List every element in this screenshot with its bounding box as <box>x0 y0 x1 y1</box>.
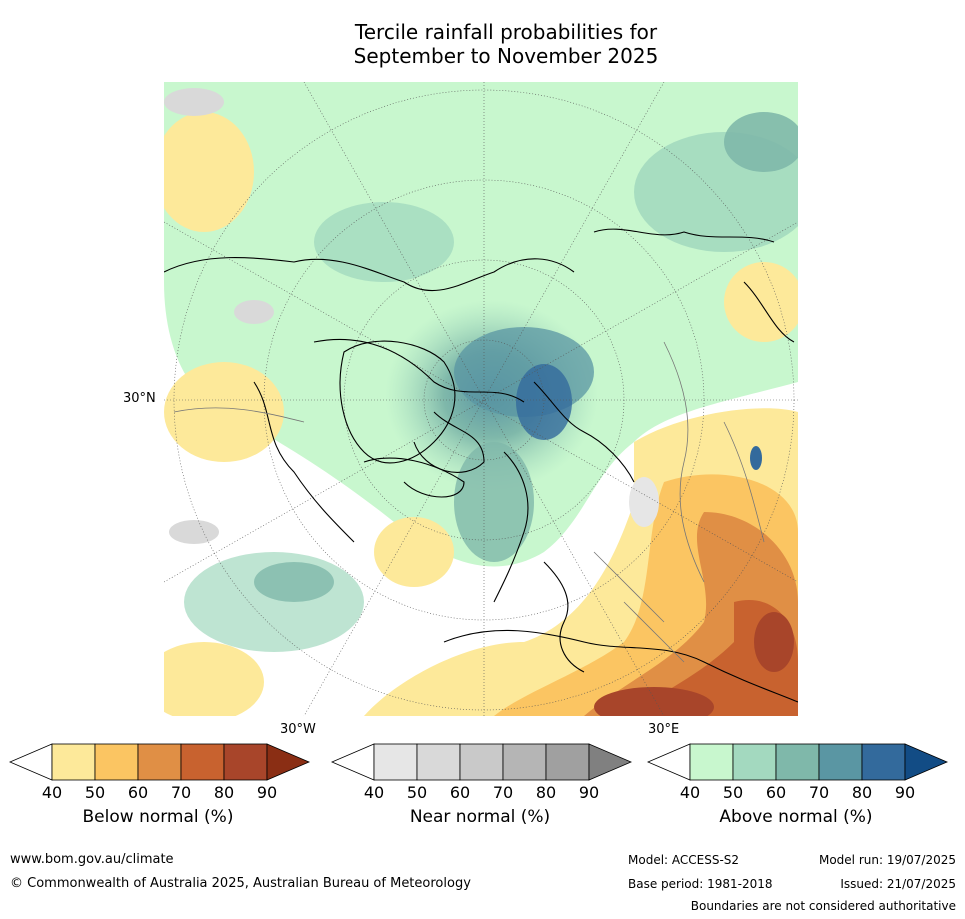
colorbar-swatch <box>459 743 504 781</box>
lon-label-30e: 30°E <box>648 722 680 737</box>
colorbar-swatch-high <box>904 743 948 781</box>
colorbar-above-title: Above normal (%) <box>719 807 873 827</box>
colorbar-swatch-low <box>646 743 691 781</box>
colorbar-near-tick: 50 <box>406 783 428 802</box>
colorbar-below-tick: 90 <box>256 783 278 802</box>
colorbar-near-tick: 40 <box>363 783 385 802</box>
colorbar-below-tick: 70 <box>170 783 192 802</box>
colorbar-above-swatches <box>646 743 948 781</box>
issued-text: Issued: 21/07/2025 <box>840 877 956 891</box>
colorbar-swatch-high <box>588 743 632 781</box>
colorbar-above-tick: 90 <box>894 783 916 802</box>
lat-label-30n: 30°N <box>123 391 156 406</box>
colorbar-swatch <box>223 743 268 781</box>
model-run-text: Model run: 19/07/2025 <box>818 853 956 867</box>
colorbar-swatch <box>732 743 777 781</box>
colorbar-below-tick: 50 <box>84 783 106 802</box>
map-canvas <box>164 82 798 716</box>
colorbar-above-tick: 40 <box>679 783 701 802</box>
colorbar-below-tick: 40 <box>41 783 63 802</box>
colorbar-swatch <box>416 743 461 781</box>
colorbar-near-normal: 40 50 60 70 80 90 Near normal (%) <box>330 743 632 853</box>
colorbar-above-tick: 70 <box>808 783 830 802</box>
colorbar-above-tick: 80 <box>851 783 873 802</box>
copyright-text: © Commonwealth of Australia 2025, Austra… <box>10 876 471 891</box>
colorbar-above-tick: 50 <box>722 783 744 802</box>
colorbar-below-title: Below normal (%) <box>82 807 234 827</box>
colorbar-swatch <box>94 743 139 781</box>
website-link[interactable]: www.bom.gov.au/climate <box>10 852 174 867</box>
colorbar-swatch <box>861 743 906 781</box>
lon-label-30w: 30°W <box>280 722 316 737</box>
colorbar-near-title: Near normal (%) <box>409 807 551 827</box>
disclaimer-text: Boundaries are not considered authoritat… <box>690 899 956 913</box>
map-title: Tercile rainfall probabilities for Septe… <box>0 20 965 68</box>
probability-map <box>164 82 798 716</box>
colorbar-swatch-high <box>266 743 310 781</box>
colorbar-swatch <box>689 743 734 781</box>
colorbar-swatch <box>545 743 590 781</box>
colorbar-swatch-low <box>330 743 375 781</box>
colorbar-above-tick: 60 <box>765 783 787 802</box>
colorbar-swatch <box>180 743 225 781</box>
colorbar-below-normal: 40 50 60 70 80 90 Below normal (%) <box>8 743 310 853</box>
colorbar-swatch <box>51 743 96 781</box>
title-line-1: Tercile rainfall probabilities for <box>354 20 658 44</box>
colorbar-swatch <box>818 743 863 781</box>
colorbar-near-tick: 60 <box>449 783 471 802</box>
colorbar-swatch-low <box>8 743 53 781</box>
colorbar-swatch <box>373 743 418 781</box>
colorbar-near-tick: 70 <box>492 783 514 802</box>
colorbar-below-tick: 80 <box>213 783 235 802</box>
colorbar-below-tick: 60 <box>127 783 149 802</box>
colorbar-swatch <box>775 743 820 781</box>
colorbar-below-swatches <box>8 743 310 781</box>
base-period-text: Base period: 1981-2018 <box>628 877 773 891</box>
model-text: Model: ACCESS-S2 <box>628 853 740 867</box>
colorbar-near-swatches <box>330 743 632 781</box>
title-line-2: September to November 2025 <box>353 44 659 68</box>
colorbar-swatch <box>502 743 547 781</box>
colorbar-above-normal: 40 50 60 70 80 90 Above normal (%) <box>646 743 948 853</box>
colorbar-near-tick: 90 <box>578 783 600 802</box>
colorbar-near-tick: 80 <box>535 783 557 802</box>
colorbar-swatch <box>137 743 182 781</box>
